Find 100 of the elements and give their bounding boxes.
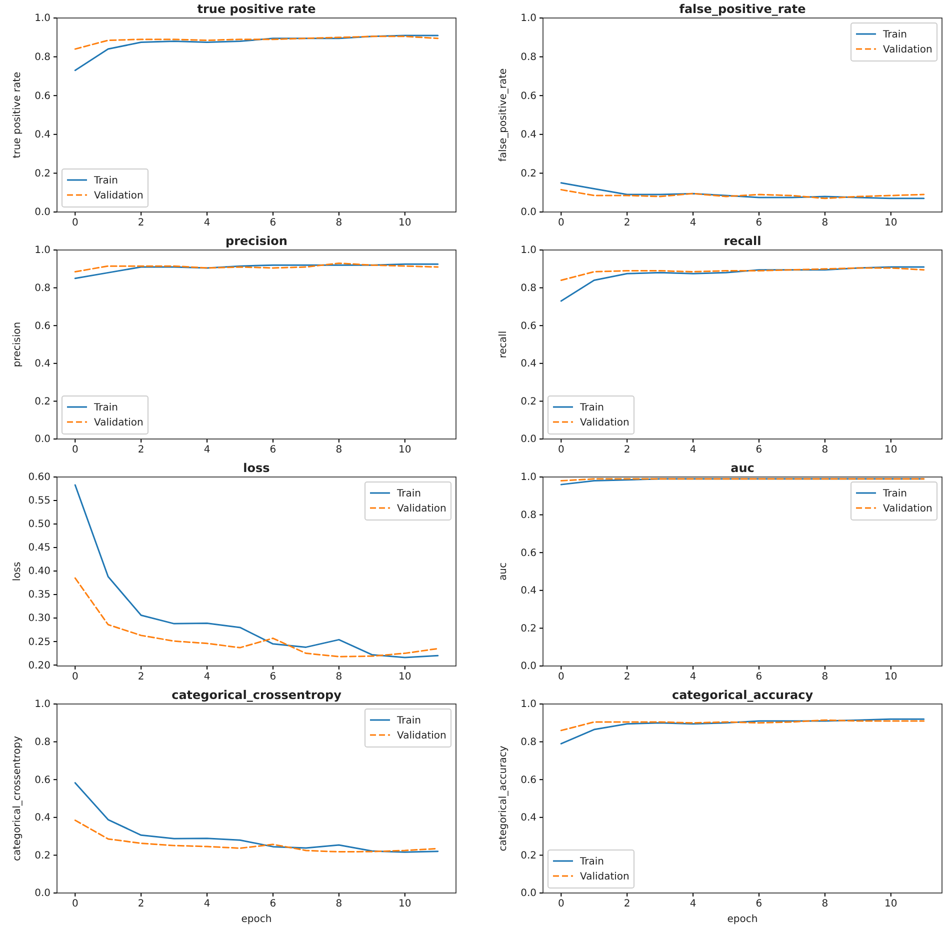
y-tick-label: 0.4	[520, 358, 536, 370]
x-tick-label: 4	[690, 218, 696, 229]
y-tick-label: 0.6	[520, 774, 536, 786]
y-tick-label: 1.0	[520, 245, 536, 256]
chart-title: loss	[243, 461, 270, 475]
y-axis-title: categorical_crossentropy	[12, 736, 23, 862]
x-tick-label: 8	[822, 898, 828, 910]
chart-title: false_positive_rate	[679, 2, 806, 16]
y-tick-label: 0.8	[34, 283, 50, 294]
y-axis-title: auc	[498, 562, 509, 580]
y-tick-label: 0.0	[34, 434, 50, 446]
y-tick-label: 0.25	[28, 636, 50, 648]
x-tick-label: 8	[336, 444, 342, 456]
y-tick-label: 0.6	[34, 90, 50, 102]
line-series	[74, 262, 439, 272]
x-tick-label: 10	[884, 672, 898, 683]
x-tick-label: 0	[72, 672, 78, 683]
x-tick-label: 4	[690, 898, 696, 910]
x-tick-label: 2	[138, 898, 144, 910]
y-tick-label: 0.8	[34, 737, 50, 748]
legend-label: Validation	[397, 730, 446, 742]
x-tick-label: 6	[270, 444, 276, 456]
y-tick-label: 1.0	[520, 13, 536, 24]
x-tick-label: 8	[336, 218, 342, 229]
legend-label: Train	[882, 488, 907, 500]
line-series	[560, 718, 925, 744]
y-axis-title: precision	[12, 322, 23, 368]
y-tick-label: 0.8	[520, 283, 536, 294]
y-tick-label: 0.0	[520, 434, 536, 446]
x-tick-label: 4	[204, 898, 210, 910]
y-tick-label: 0.0	[34, 207, 50, 218]
y-tick-label: 0.2	[520, 396, 536, 408]
chart-title: categorical_accuracy	[672, 688, 814, 702]
x-tick-label: 6	[756, 444, 762, 456]
line-series	[74, 34, 439, 72]
x-tick-label: 4	[204, 444, 210, 456]
y-tick-label: 0.4	[520, 812, 536, 824]
y-tick-label: 0.2	[34, 396, 50, 408]
chart-title: auc	[730, 461, 754, 475]
y-tick-label: 0.2	[34, 168, 50, 180]
x-tick-label: 6	[270, 218, 276, 229]
x-tick-label: 2	[624, 672, 630, 683]
y-tick-label: 0.40	[28, 566, 50, 578]
y-tick-label: 0.8	[520, 510, 536, 521]
legend-label: Validation	[580, 418, 630, 428]
x-tick-label: 10	[398, 444, 412, 456]
x-tick-label: 0	[558, 898, 564, 910]
legend-label: Validation	[883, 504, 932, 514]
x-tick-label: 10	[884, 218, 898, 229]
x-tick-label: 0	[558, 218, 564, 229]
x-tick-label: 2	[624, 218, 630, 229]
y-tick-label: 0.4	[34, 358, 50, 370]
y-axis-title: true positive rate	[12, 72, 23, 158]
line-series	[560, 188, 925, 200]
legend-label: Train	[93, 402, 118, 414]
y-tick-label: 1.0	[520, 472, 536, 484]
legend-label: Train	[396, 488, 421, 500]
legend-label: Validation	[883, 44, 932, 56]
legend-label: Train	[579, 856, 604, 868]
x-tick-label: 2	[138, 672, 144, 683]
x-tick-label: 10	[398, 672, 412, 683]
x-tick-label: 10	[884, 898, 898, 910]
y-tick-label: 0.6	[34, 320, 50, 332]
x-tick-label: 6	[756, 672, 762, 683]
y-tick-label: 0.6	[34, 774, 50, 786]
x-tick-label: 8	[822, 444, 828, 456]
x-tick-label: 0	[558, 444, 564, 456]
legend-label: Train	[882, 30, 907, 40]
chart-title: true positive rate	[197, 2, 316, 16]
y-tick-label: 0.8	[34, 52, 50, 63]
y-tick-label: 0.45	[28, 542, 50, 554]
x-tick-label: 4	[204, 672, 210, 683]
y-tick-label: 1.0	[34, 245, 50, 256]
x-tick-label: 8	[822, 672, 828, 683]
legend-label: Validation	[94, 190, 144, 202]
y-tick-label: 0.60	[28, 472, 50, 484]
y-tick-label: 0.2	[34, 850, 50, 862]
x-tick-label: 10	[398, 898, 412, 910]
legend-label: Validation	[580, 872, 630, 882]
legend-label: Train	[396, 716, 421, 726]
legend-label: Validation	[397, 504, 446, 514]
chart-title: precision	[226, 234, 288, 248]
line-series	[560, 182, 925, 200]
x-tick-label: 8	[336, 672, 342, 683]
x-tick-label: 4	[204, 218, 210, 229]
y-tick-label: 0.0	[520, 207, 536, 218]
line-series	[560, 719, 925, 732]
y-tick-label: 0.0	[34, 888, 50, 900]
y-axis-title: false_positive_rate	[498, 68, 509, 162]
y-tick-label: 0.4	[34, 812, 50, 824]
y-tick-label: 0.4	[34, 130, 50, 141]
x-tick-label: 0	[558, 672, 564, 683]
y-axis-title: loss	[12, 562, 23, 582]
y-tick-label: 0.8	[520, 737, 536, 748]
y-tick-label: 0.4	[520, 586, 536, 597]
chart-title: recall	[724, 234, 762, 248]
line-series	[560, 267, 925, 281]
line-series	[74, 782, 439, 853]
x-tick-label: 4	[690, 672, 696, 683]
x-tick-label: 10	[884, 444, 898, 456]
